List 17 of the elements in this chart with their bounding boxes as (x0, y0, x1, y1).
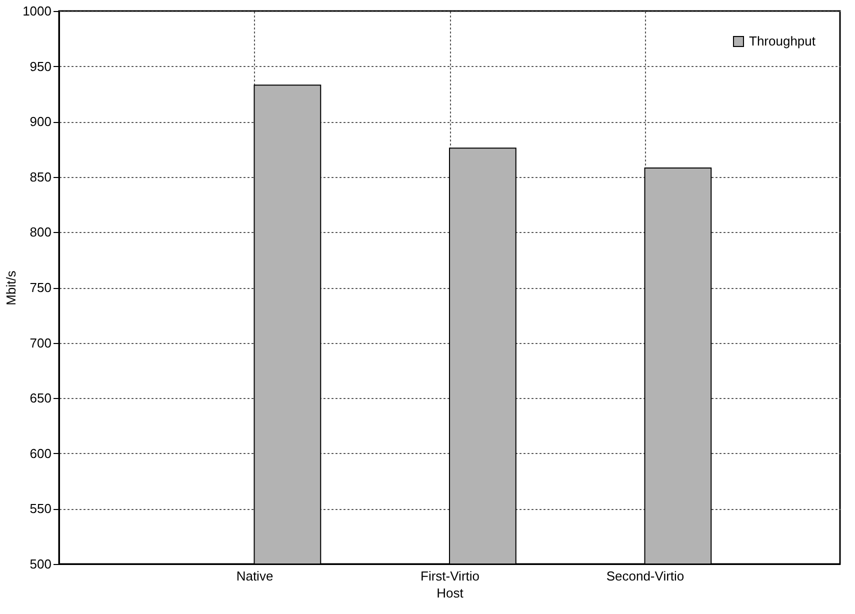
y-tick-label: 700 (30, 335, 52, 350)
y-tick-label: 550 (30, 501, 52, 516)
legend-label: Throughput (749, 34, 816, 48)
y-tick-label: 850 (30, 169, 52, 184)
y-tick-label: 800 (30, 224, 52, 240)
y-tick-label: 500 (30, 556, 52, 572)
x-axis-title: Host (436, 586, 464, 600)
y-axis-title: Mbit/s (4, 270, 19, 306)
y-tick-label: 1000 (22, 4, 52, 18)
y-tick-label: 950 (30, 58, 52, 74)
y-tick-label: 900 (30, 114, 52, 130)
y-tick-label: 650 (30, 390, 52, 406)
x-tick-label: Second-Virtio (606, 568, 684, 584)
y-tick-label: 600 (30, 446, 52, 461)
x-tick-label: First-Virtio (420, 568, 480, 584)
y-tick-label: 750 (30, 280, 52, 295)
x-tick-label: Native (236, 568, 274, 584)
